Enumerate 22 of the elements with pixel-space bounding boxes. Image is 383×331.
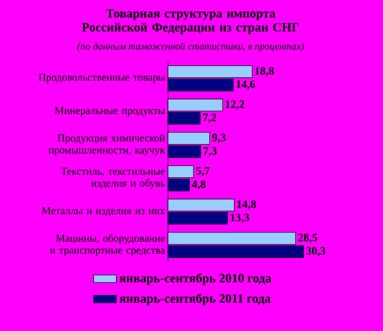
data-label: 9,3 <box>212 134 226 143</box>
y-tick-label: Текстиль, текстильные изделия и обувь <box>61 168 165 189</box>
y-tick-label: Машины, оборудование и транспортные средства <box>50 234 165 256</box>
chart-title: Товарная структура импорта Российской Федерации из стран СНГ <box>82 9 299 34</box>
data-label: 28,5 <box>298 234 318 243</box>
y-tick-label: Металлы и изделия из них <box>42 207 165 216</box>
data-label: 12,2 <box>226 100 244 110</box>
legend-label: январь-сентябрь 2010 года <box>119 273 272 285</box>
data-label: 7,3 <box>204 147 217 156</box>
data-label: 18,8 <box>255 67 274 76</box>
data-label: 30,3 <box>306 247 326 256</box>
chart-subtitle: (по данным таможенной статистики, в процентах) <box>77 42 304 52</box>
data-label: 4,8 <box>192 180 206 190</box>
data-label: 13,3 <box>230 214 250 223</box>
data-label: 14,6 <box>236 80 256 90</box>
y-tick-label: Продукция химической промышленности, каучук <box>48 134 166 156</box>
y-tick-label: Минеральные продукты <box>54 107 165 116</box>
data-label: 5,7 <box>196 167 210 176</box>
data-label: 14,8 <box>237 200 256 210</box>
legend-label: январь-сентябрь 2011 года <box>119 294 271 306</box>
data-label: 7,2 <box>203 114 216 123</box>
y-tick-label: Продовольственные товары <box>38 74 165 83</box>
